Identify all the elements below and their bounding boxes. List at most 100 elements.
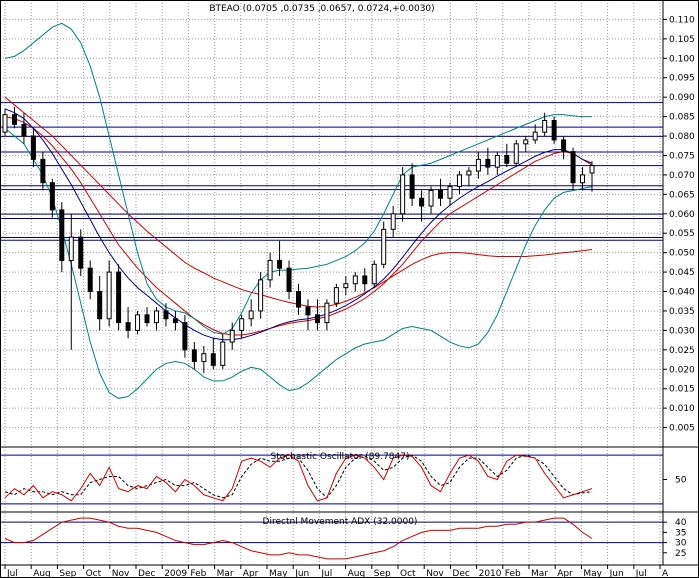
candle-body [580,174,586,184]
price-tick-label: 0.015 [669,385,695,395]
price-tick-label: 0.045 [669,268,695,278]
indicator-line [4,127,593,399]
candle-body [267,259,273,281]
time-tick-label: Nov [112,569,130,578]
time-tick-label: Nov [426,569,444,578]
candle-body [343,283,349,289]
stochastic-panel: 50 [0,454,687,505]
candle-body [523,139,529,145]
candle-body [78,236,84,269]
price-tick-label: 0.020 [669,365,695,375]
indicator-line [4,108,593,341]
candle-body [485,158,491,168]
time-tick-label: Jul [6,569,18,578]
candle-body [144,314,150,324]
candle-body [532,131,538,141]
price-tick-label: 0.005 [669,424,695,434]
candle-body [229,329,235,343]
candle-body [371,263,377,285]
time-tick-label: Feb [505,569,521,578]
candle-body [381,228,387,265]
time-tick-label: Apr [243,569,259,578]
candle-body [11,114,17,125]
indicator-line [4,22,592,335]
time-tick-label: Jul [320,569,332,578]
time-tick-label: Jul [635,569,647,578]
price-tick-label: 0.060 [669,210,695,220]
price-tick-label: 0.100 [669,54,695,64]
time-tick-label: Dec [452,569,469,578]
price-tick-label: 0.065 [669,190,695,200]
time-tick-label: Oct [400,569,416,578]
price-tick-label: 0.110 [669,15,695,25]
price-tick-label: 0.095 [669,74,695,84]
time-tick-label: Mar [531,569,548,578]
price-tick-label: 0.050 [669,249,695,259]
time-tick-label: Mar [217,569,234,578]
adx-tick-label: 30 [675,539,687,549]
candle-body [2,114,8,133]
price-tick-label: 0.010 [669,404,695,414]
adx-tick-label: 35 [675,528,686,538]
price-tick-label: 0.105 [669,35,695,45]
candle-body [333,287,339,304]
candle-body [428,189,434,207]
time-tick-label: Apr [557,569,573,578]
price-tick-label: 0.075 [669,151,695,161]
chart-title: BTEAO (0.0705 ,0.0735 ,0.0657, 0.0724,+0… [209,4,434,14]
time-tick-label: A [662,569,669,578]
candle-body [87,267,93,293]
candle-body [106,271,112,320]
time-tick-label: 2009 [164,569,187,578]
indicator-line [4,116,593,336]
candle-body [305,306,311,316]
stochastic-signal-line [4,454,593,499]
candle-body [362,275,368,285]
price-tick-label: 0.070 [669,171,695,181]
candle-body [49,182,55,211]
candle-body [239,318,245,331]
candle-body [561,139,567,153]
time-tick-label: May [583,569,602,578]
candle-body [191,349,197,362]
candle-body [30,135,36,160]
adx-line [4,517,593,560]
price-tick-label: 0.025 [669,346,695,356]
price-tick-label: 0.090 [669,93,695,103]
candle-body [248,310,254,320]
time-tick-label: Aug [33,569,51,578]
time-tick-label: Sep [374,569,391,578]
price-tick-label: 0.055 [669,229,695,239]
horizontal-levels [0,102,663,241]
candle-body [201,353,207,362]
candle-body [447,186,453,199]
time-tick-label: Oct [86,569,102,578]
candle-body [220,341,226,366]
adx-tick-label: 40 [675,518,687,528]
candle-body [456,174,462,188]
candle-body [296,291,301,308]
candle-body [97,291,103,320]
indicator-lines [4,22,593,399]
candle-body [135,314,141,331]
time-tick-label: Dec [138,569,155,578]
candle-body [286,267,292,293]
candle-body [466,170,472,176]
candle-body [494,154,500,168]
candle-body [438,189,444,199]
candle-body [21,123,27,137]
candle-body [513,143,519,164]
time-tick-label: Aug [348,569,366,578]
candle-body [116,271,122,324]
time-tick-label: Feb [190,569,206,578]
price-axis: 0.110 0.105 0.100 0.095 0.090 0.085 0.080 0.075… [663,15,695,434]
candlesticks [2,106,595,374]
candle-body [125,322,131,331]
candle-body [40,158,46,184]
candle-body [352,275,358,285]
candle-body [277,259,283,269]
time-tick-label: Jun [609,569,624,578]
candle-body [390,213,396,230]
